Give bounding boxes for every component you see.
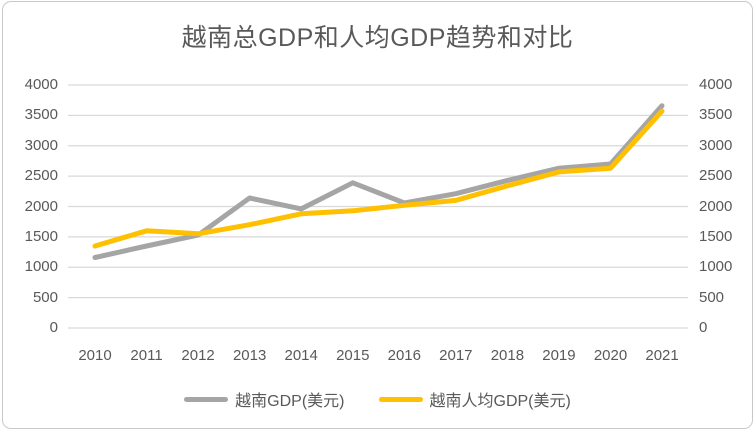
legend-label-per-capita-gdp: 越南人均GDP(美元) <box>429 393 571 410</box>
gdp-line-swatch-icon <box>184 396 229 402</box>
y-tick-label-left: 500 <box>32 288 58 306</box>
x-tick-label: 2014 <box>284 347 318 364</box>
y-tick-label-right: 1000 <box>699 258 733 276</box>
per-capita-gdp-line-swatch-icon <box>378 396 423 402</box>
y-tick-label-left: 2500 <box>24 167 58 185</box>
chart-title: 越南总GDP和人均GDP趋势和对比 <box>181 24 574 52</box>
y-tick-label-left: 3500 <box>24 106 58 124</box>
y-tick-label-left: 2000 <box>24 197 58 215</box>
series-line-per-capita-gdp <box>92 108 665 249</box>
x-tick-label: 2017 <box>439 347 473 364</box>
legend: 越南GDP(美元) 越南人均GDP(美元) <box>0 387 755 411</box>
y-tick-label-left: 3000 <box>24 136 58 154</box>
x-tick-label: 2018 <box>490 347 525 364</box>
y-tick-label-left: 1500 <box>24 227 58 245</box>
y-tick-label-right: 0 <box>699 319 708 336</box>
x-tick-label: 2021 <box>645 347 679 364</box>
y-tick-label-left: 1000 <box>24 258 58 276</box>
x-tick-label: 2013 <box>232 347 267 364</box>
x-tick-label: 2015 <box>336 347 370 364</box>
y-tick-label-right: 500 <box>699 288 725 306</box>
legend-item-gdp[interactable]: 越南GDP(美元) <box>184 387 345 411</box>
y-tick-label-left: 4000 <box>24 76 58 93</box>
x-tick-label: 2012 <box>181 347 215 364</box>
x-tick-label: 2011 <box>130 347 163 364</box>
y-tick-label-right: 3500 <box>699 106 733 124</box>
y-tick-label-left: 0 <box>49 319 58 336</box>
x-tick-label: 2019 <box>542 347 576 364</box>
series-line-gdp <box>92 103 665 260</box>
legend-label-gdp: 越南GDP(美元) <box>235 393 345 410</box>
x-tick-label: 2010 <box>78 347 112 364</box>
y-tick-label-right: 2000 <box>699 197 733 215</box>
legend-item-per-capita-gdp[interactable]: 越南人均GDP(美元) <box>378 387 571 411</box>
y-tick-label-right: 3000 <box>699 136 733 154</box>
x-tick-label: 2016 <box>387 347 421 364</box>
y-tick-label-right: 1500 <box>699 227 733 245</box>
x-tick-label: 2020 <box>593 347 628 364</box>
y-tick-label-right: 4000 <box>699 76 733 93</box>
y-tick-label-right: 2500 <box>699 167 733 185</box>
